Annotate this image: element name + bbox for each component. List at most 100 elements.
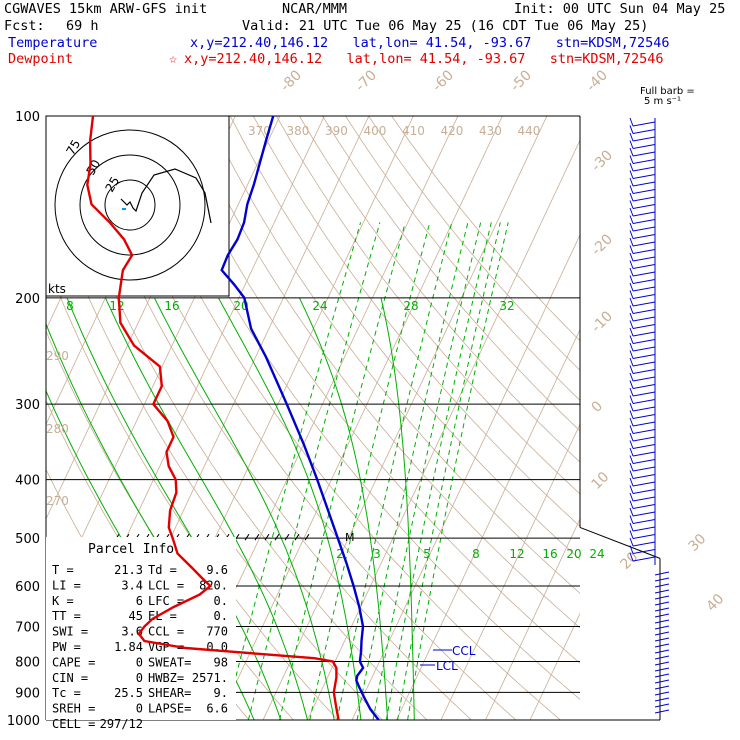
wind-barb-feather [629,207,634,217]
parcel-key: LFC = [148,594,184,608]
wind-barb [632,234,656,239]
parcel-box [46,537,236,720]
parcel-key: PW = [52,640,81,654]
wind-barb [632,496,656,502]
wind-barb [632,526,656,532]
mixing-ratio-line [407,222,509,720]
wind-barb [632,511,656,517]
wind-barb [654,685,670,690]
theta-label: 370 [248,124,271,138]
parcel-key: LCL = [148,578,184,592]
wind-barb-feather [629,155,634,164]
wind-barb-feather [629,425,634,434]
temperature-legend-label: Temperature [8,35,98,51]
parcel-key: SWEAT= [148,655,191,669]
dry-adiabat-line [160,116,580,664]
parcel-value: 21.3 [114,563,143,577]
wind-barb-feather [629,320,634,329]
parcel-value: 2571. [192,671,228,685]
wind-barb-feather [629,492,634,502]
ccl-label: CCL [452,644,476,658]
theta-label: 410 [402,124,425,138]
wind-barb-feather [629,125,634,134]
wind-barb [632,331,656,337]
parcel-value: 25.5 [114,686,143,700]
wind-barb [654,643,670,648]
parcel-value: 3.4 [121,578,143,592]
wind-barb [632,204,656,209]
mixing-ratio-label: 24 [312,299,327,313]
wind-barb-feather [629,237,634,247]
parcel-value: 45 [129,609,143,623]
isotherm-label: -70 [353,67,380,94]
wind-level-tick [304,533,310,541]
isotherm-label: 30 [686,531,710,555]
wind-barb [632,369,656,374]
pressure-tick-label: 600 [15,580,40,595]
isotherm-label: 0 [589,398,607,416]
pressure-tick-label: 1000 [7,714,40,729]
wind-barb-feather [629,537,634,547]
wind-barb-feather [629,267,634,277]
wind-barb [654,607,670,612]
wind-barb [632,144,656,149]
wind-barb [654,595,670,600]
wind-barb [632,444,656,449]
theta-left-label: 270 [46,494,69,508]
wind-barb [632,166,656,172]
theta-label: 420 [441,124,464,138]
wind-barb-feather [629,402,634,412]
pressure-tick-label: 100 [15,110,40,125]
wind-barb [654,697,670,702]
wind-barb [632,159,656,164]
wind-barb [654,631,670,636]
wind-barb [632,264,656,269]
wind-barb [654,589,670,594]
wind-barb [632,189,656,194]
wind-barb [632,534,656,539]
wind-barb-feather [629,230,634,239]
mixing-ratio-line [224,222,362,720]
wind-barb-feather [629,132,634,142]
init-time: Init: 00 UTC Sun 04 May 25 [514,1,726,17]
wind-barb [654,583,670,588]
wind-barb-feather [629,455,634,464]
parcel-key: SREH = [52,702,95,716]
parcel-key: CAPE = [52,655,95,669]
wind-barb-feather [629,470,634,479]
m-label: M [345,531,355,544]
wind-barb [632,226,656,232]
parcel-value: 6 [136,594,143,608]
pressure-tick-label: 200 [15,292,40,307]
isotherm-label: -20 [589,231,616,258]
wind-barb-feather [629,305,634,314]
wind-barb-feather [629,170,634,179]
isotherm-label: -80 [278,67,305,94]
theta-label: 440 [518,124,541,138]
isotherm-line [307,139,580,720]
wind-barb [654,709,670,714]
valid-time: Valid: 21 UTC Tue 06 May 25 (16 CDT Tue … [242,18,649,34]
wind-barb [632,309,656,314]
wind-barb [632,406,656,412]
wind-barb-feather [629,335,634,344]
isotherm-label: -40 [584,67,611,94]
wind-barb [632,129,656,134]
parcel-key: Tc = [52,686,81,700]
parcel-value: 1.84 [114,640,143,654]
wind-barb-feather [629,140,634,149]
parcel-value: 0 [136,671,143,685]
wind-barb-feather [629,275,634,284]
mixing-ratio-label: 32 [499,299,514,313]
dry-adiabat-line [137,116,580,700]
wind-barb [632,174,656,179]
parcel-value: 0 [136,655,143,669]
header-title: CGWAVES 15km ARW-GFS init [4,1,208,17]
wind-barb-feather [629,380,634,389]
wind-barb [654,667,670,672]
wind-barb [632,376,656,382]
dewpoint-station-info: x,y=212.40,146.12 lat,lon= 41.54, -93.67… [184,51,664,67]
wind-barb-feather [629,200,634,209]
hodograph-ring-label: 25 [102,174,122,194]
mixing-ratio-label: 12 [509,547,524,561]
